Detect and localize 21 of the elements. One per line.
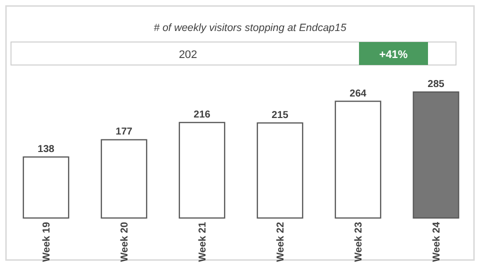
text: 202 xyxy=(178,49,198,61)
bar xyxy=(334,100,382,219)
x-tick-label: Week 24 xyxy=(432,222,442,262)
bar xyxy=(412,91,460,219)
data-label: 215 xyxy=(272,110,289,121)
data-label: 177 xyxy=(116,126,133,138)
x-tick-label: Week 22 xyxy=(276,222,286,262)
bar xyxy=(100,139,148,219)
data-label: 264 xyxy=(350,88,367,100)
data-label: 138 xyxy=(38,144,55,155)
x-tick-label: Week 20 xyxy=(120,222,130,262)
data-label: 285 xyxy=(428,79,445,90)
chart-title: # of weekly visitors stopping at Endcap15 xyxy=(154,22,346,34)
bar xyxy=(256,122,304,219)
bar xyxy=(178,122,226,219)
text: +41% xyxy=(379,49,408,61)
x-tick-label: Week 19 xyxy=(42,222,52,262)
bar xyxy=(22,156,70,219)
x-tick-label: Week 23 xyxy=(354,222,364,262)
x-tick-label: Week 21 xyxy=(198,222,208,262)
data-label: 216 xyxy=(194,110,211,121)
